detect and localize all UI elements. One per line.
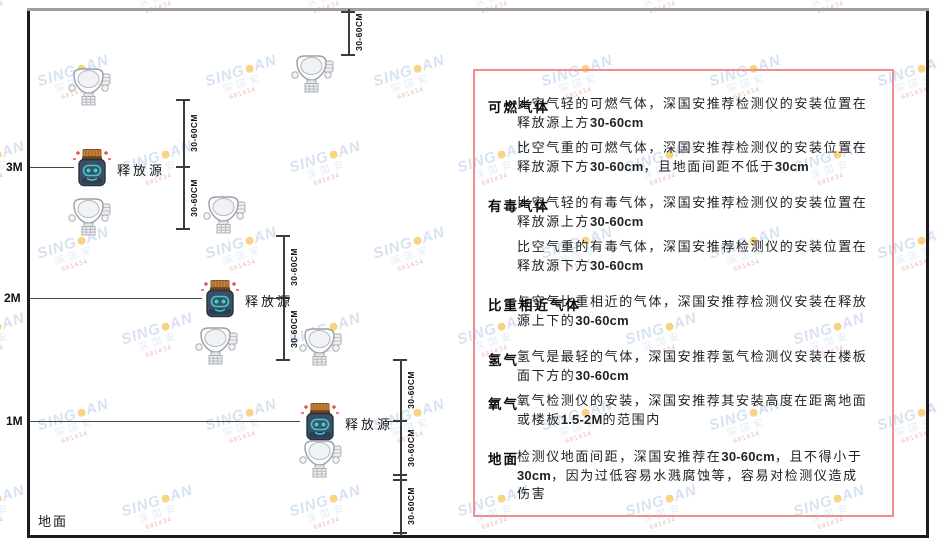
dimension-label: 30-60CM bbox=[189, 179, 199, 217]
section-paragraph: 氧气检测仪的安装，深国安推荐其安装高度在距离地面或楼板1.5-2M的范围内 bbox=[517, 394, 868, 428]
dimension-tick bbox=[393, 532, 407, 534]
section-paragraph: 与空气比重相近的气体，深国安推荐检测仪安装在释放源上下的30-60cm bbox=[517, 295, 868, 329]
section-paragraph: 比空气轻的有毒气体，深国安推荐检测仪的安装位置在释放源上方30-60cm bbox=[517, 196, 868, 230]
ground-label: 地面 bbox=[38, 515, 69, 530]
dimension-label: 30-60CM bbox=[189, 114, 199, 152]
section-paragraph: 比空气重的可燃气体，深国安推荐检测仪的安装位置在释放源下方30-60cm，且地面… bbox=[517, 141, 868, 175]
level-line-2m-connector bbox=[266, 298, 283, 300]
panel-section: 比重相近气体 与空气比重相近的气体，深国安推荐检测仪安装在释放源上下的30-60c… bbox=[488, 294, 884, 331]
release-source-icon bbox=[201, 280, 239, 318]
level-label-1m: 1M bbox=[6, 414, 23, 428]
dimension-line bbox=[348, 9, 350, 55]
gas-detector bbox=[298, 438, 344, 482]
release-source-icon bbox=[301, 403, 339, 441]
panel-section: 有毒气体 比空气轻的有毒气体，深国安推荐检测仪的安装位置在释放源上方30-60cm… bbox=[488, 195, 884, 276]
gas-detector bbox=[194, 325, 240, 369]
dimension-tick bbox=[393, 359, 407, 361]
release-source-2m bbox=[198, 278, 242, 324]
dimension-tick bbox=[341, 54, 355, 56]
dimension-tick bbox=[393, 474, 407, 476]
section-heading: 地面 bbox=[488, 452, 519, 468]
dimension-tick bbox=[341, 11, 355, 13]
dimension-label: 30-60CM bbox=[354, 13, 364, 51]
level-line-2m bbox=[30, 298, 202, 300]
gas-detector-icon bbox=[291, 55, 334, 93]
level-line-1m bbox=[30, 421, 300, 423]
panel-section: 地面 检测仪地面间距，深国安推荐在30-60cm，且不得小于30cm，因为过低容易… bbox=[488, 448, 884, 504]
section-heading: 比重相近气体 bbox=[488, 298, 581, 314]
info-panel: 可燃气体 比空气轻的可燃气体，深国安推荐检测仪的安装位置在释放源上方30-60cm… bbox=[473, 69, 894, 517]
dimension-tick bbox=[276, 297, 290, 299]
gas-detector bbox=[67, 66, 113, 110]
release-source-3m bbox=[70, 147, 114, 193]
gas-detector-icon bbox=[203, 196, 246, 234]
dimension-tick bbox=[276, 235, 290, 237]
section-paragraph: 氢气是最轻的气体，深国安推荐氢气检测仪安装在楼板面下方的30-60cm bbox=[517, 350, 868, 384]
dimension-tick bbox=[276, 359, 290, 361]
gas-detector bbox=[67, 196, 113, 240]
section-heading: 氢气 bbox=[488, 353, 519, 369]
dimension-tick bbox=[176, 166, 190, 168]
gas-detector bbox=[202, 194, 248, 238]
gas-detector-icon bbox=[299, 328, 342, 366]
gas-detector bbox=[298, 326, 344, 370]
section-paragraph: 比空气重的有毒气体，深国安推荐检测仪的安装位置在释放源下方30-60cm bbox=[517, 240, 868, 274]
dimension-label: 30-60CM bbox=[406, 487, 416, 525]
dimension-line bbox=[183, 100, 185, 229]
right-wall bbox=[926, 8, 929, 538]
dimension-line bbox=[400, 360, 402, 536]
section-heading: 氧气 bbox=[488, 397, 519, 413]
panel-section: 氢气 氢气是最轻的气体，深国安推荐氢气检测仪安装在楼板面下方的30-60cm bbox=[488, 349, 884, 386]
panel-section: 氧气 氧气检测仪的安装，深国安推荐其安装高度在距离地面或楼板1.5-2M的范围内 bbox=[488, 393, 884, 430]
release-source-1m bbox=[298, 401, 342, 447]
release-source-icon bbox=[73, 149, 111, 187]
release-source-label: 释放源 bbox=[117, 164, 166, 179]
dimension-tick bbox=[393, 479, 407, 481]
release-source-label: 释放源 bbox=[345, 418, 394, 433]
gas-detector-icon bbox=[195, 327, 238, 365]
section-paragraph: 比空气轻的可燃气体，深国安推荐检测仪的安装位置在释放源上方30-60cm bbox=[517, 97, 868, 131]
dimension-tick bbox=[393, 420, 407, 422]
dimension-tick bbox=[176, 99, 190, 101]
gas-detector-icon bbox=[68, 198, 111, 236]
panel-sections: 可燃气体 比空气轻的可燃气体，深国安推荐检测仪的安装位置在释放源上方30-60cm… bbox=[488, 96, 884, 504]
dimension-label: 30-60CM bbox=[406, 371, 416, 409]
dimension-tick bbox=[176, 228, 190, 230]
level-label-2m: 2M bbox=[4, 291, 21, 305]
section-paragraph: 检测仪地面间距，深国安推荐在30-60cm，且不得小于30cm，因为过低容易水溅… bbox=[517, 449, 863, 502]
gas-detector bbox=[290, 53, 336, 97]
section-heading: 可燃气体 bbox=[488, 100, 550, 116]
level-label-3m: 3M bbox=[6, 160, 23, 174]
level-line-3m bbox=[30, 167, 74, 169]
level-line-1m-connector bbox=[384, 421, 400, 423]
panel-section: 可燃气体 比空气轻的可燃气体，深国安推荐检测仪的安装位置在释放源上方30-60cm… bbox=[488, 96, 884, 177]
section-heading: 有毒气体 bbox=[488, 199, 550, 215]
ceiling-line bbox=[27, 8, 929, 11]
left-wall bbox=[27, 8, 30, 538]
dimension-label: 30-60CM bbox=[289, 248, 299, 286]
gas-detector-icon bbox=[68, 68, 111, 106]
release-source-label: 释放源 bbox=[245, 295, 294, 310]
ground-line bbox=[27, 535, 929, 538]
gas-detector-icon bbox=[299, 440, 342, 478]
dimension-label: 30-60CM bbox=[406, 429, 416, 467]
